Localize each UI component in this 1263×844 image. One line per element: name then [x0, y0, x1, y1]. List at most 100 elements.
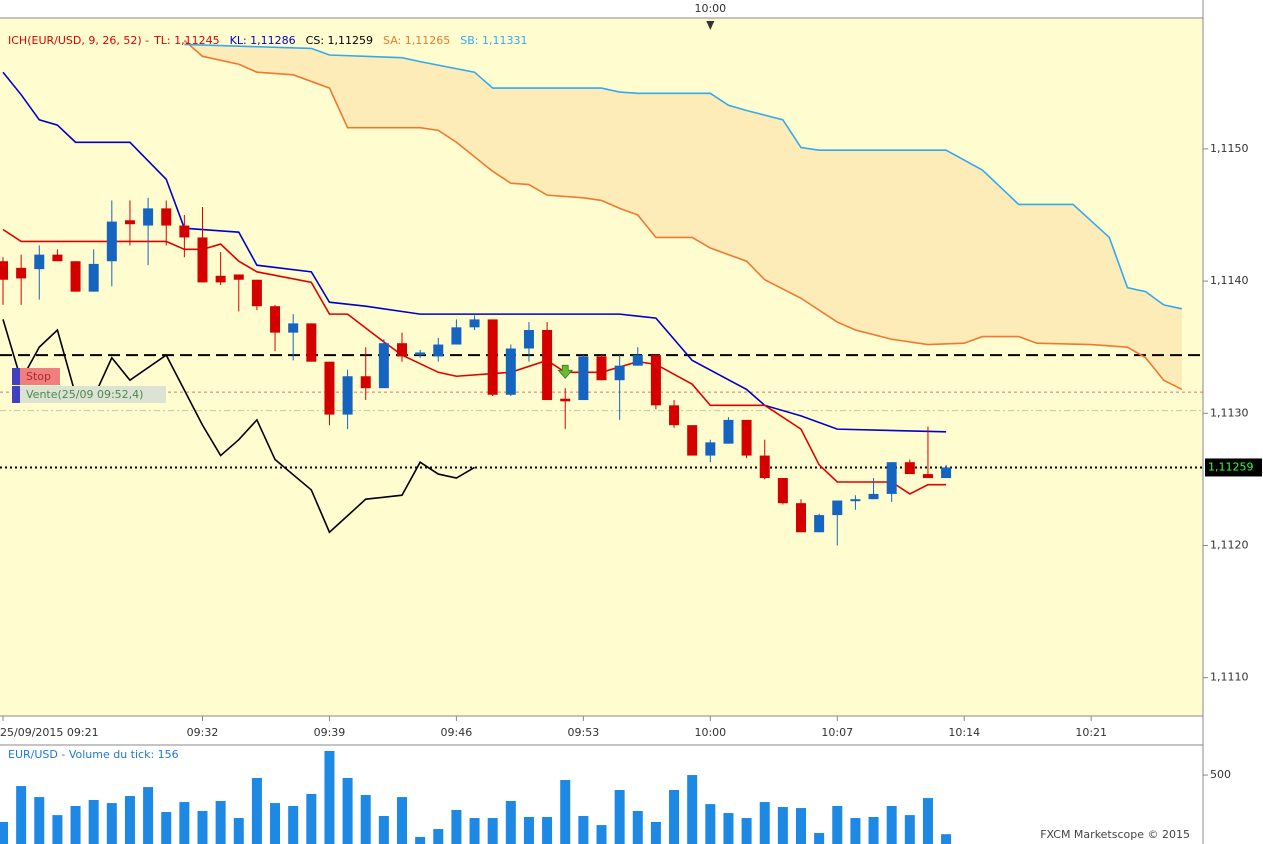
candle-body: [88, 263, 99, 292]
last-price-box: [1205, 458, 1262, 477]
volume-plot: [0, 750, 952, 844]
candle-body: [143, 208, 154, 226]
volume-tick-label: 500: [1210, 768, 1231, 781]
volume-bar: [542, 816, 553, 844]
x-tick-label: 25/09/2015 09:21: [0, 726, 99, 739]
y-tick-label: 1,1120: [1210, 538, 1249, 551]
indicator-line: [2, 319, 475, 534]
volume-bar: [360, 794, 371, 844]
candle-body: [705, 442, 716, 456]
volume-bar: [433, 829, 444, 844]
candle-body: [0, 261, 8, 280]
volume-bar: [161, 812, 172, 844]
volume-bar: [378, 815, 389, 844]
volume-bar: [88, 799, 99, 844]
volume-bar: [324, 750, 335, 844]
volume-bar: [197, 810, 208, 844]
candle-body: [632, 355, 643, 366]
volume-bar: [578, 815, 589, 844]
volume-bar: [523, 816, 534, 844]
volume-bar: [922, 798, 933, 844]
volume-bar: [687, 775, 698, 844]
volume-bar: [342, 777, 353, 844]
volume-bar: [650, 821, 661, 844]
indicator-line: [2, 228, 947, 495]
volume-bar: [415, 836, 426, 844]
x-tick-label: 10:14: [948, 726, 980, 739]
candle-body: [106, 221, 117, 262]
candle-body: [233, 274, 244, 280]
candle-body: [288, 323, 299, 333]
top-tick-label: 10:00: [694, 2, 726, 15]
candle-body: [523, 329, 534, 349]
volume-bar: [669, 790, 680, 844]
top-tick-marker: [706, 21, 715, 30]
candle-body: [796, 503, 806, 533]
candle-body: [52, 254, 63, 262]
legend-entry: KL: 1,11286: [230, 34, 296, 47]
kumo-cloud: [184, 40, 1182, 390]
volume-bar: [832, 805, 843, 844]
volume-bar: [777, 807, 788, 844]
candle-body: [487, 319, 498, 395]
volume-bar: [868, 816, 879, 844]
volume-bar: [233, 818, 244, 844]
volume-bar: [179, 802, 190, 844]
candle-body: [342, 376, 353, 415]
candle-body: [251, 279, 262, 307]
volume-bar: [16, 786, 27, 844]
stop-label-handle[interactable]: [12, 368, 20, 385]
stop-label-box[interactable]: [12, 368, 60, 385]
volume-bar: [904, 815, 915, 844]
candle-body: [741, 419, 752, 456]
candle-body: [596, 356, 607, 381]
candle-body: [687, 425, 698, 456]
volume-bar: [814, 832, 825, 844]
sell-label[interactable]: Vente(25/09 09:52,4): [26, 388, 143, 401]
candle-body: [215, 275, 226, 283]
legend-entry: TL: 1,11245: [153, 34, 220, 47]
stop-label[interactable]: Stop: [26, 370, 51, 383]
x-tick-label: 10:21: [1075, 726, 1107, 739]
candle-body: [669, 405, 680, 426]
candle-body: [197, 237, 208, 283]
candle-body: [505, 348, 516, 395]
legend-entry: SB: 1,11331: [460, 34, 527, 47]
y-tick-label: 1,1140: [1210, 274, 1249, 287]
candle-body: [850, 499, 861, 502]
sell-label-box[interactable]: [12, 386, 166, 403]
sell-arrow: [557, 364, 574, 379]
x-tick-label: 09:32: [187, 726, 219, 739]
candle-body: [777, 478, 788, 504]
legend-entry: SA: 1,11265: [383, 34, 450, 47]
candle-body: [560, 398, 571, 402]
candle-body: [270, 306, 281, 333]
volume-bar: [850, 818, 861, 844]
order-labels: Stop Vente(25/09 09:52,4): [12, 368, 166, 403]
candle-body: [650, 355, 661, 406]
sell-label-handle[interactable]: [12, 386, 20, 403]
indicator-line: [2, 71, 947, 433]
x-tick-label: 10:07: [821, 726, 853, 739]
indicator-legend: ICH(EUR/USD, 9, 26, 52) - TL: 1,11245 KL: …: [8, 34, 527, 47]
volume-bar: [0, 821, 8, 844]
volume-bar: [560, 780, 571, 844]
indicator-line: [184, 43, 1183, 310]
candle-body: [161, 208, 172, 226]
candle-body: [451, 327, 462, 345]
candle-body: [469, 319, 480, 328]
price-plot: [0, 39, 1203, 546]
candle-body: [415, 352, 426, 356]
volume-bar: [70, 805, 81, 844]
volume-bar: [487, 818, 498, 844]
y-tick-label: 1,1130: [1210, 406, 1249, 419]
indicator-line: [183, 39, 1183, 391]
volume-bar: [723, 813, 734, 844]
candle-body: [179, 225, 190, 238]
last-price-label: 1,11259: [1208, 460, 1254, 473]
volume-bar: [941, 834, 952, 844]
indicator-name: ICH(EUR/USD, 9, 26, 52) -: [8, 34, 149, 47]
candle-body: [433, 344, 444, 357]
x-tick-label: 09:46: [441, 726, 473, 739]
candle-body: [578, 356, 589, 401]
